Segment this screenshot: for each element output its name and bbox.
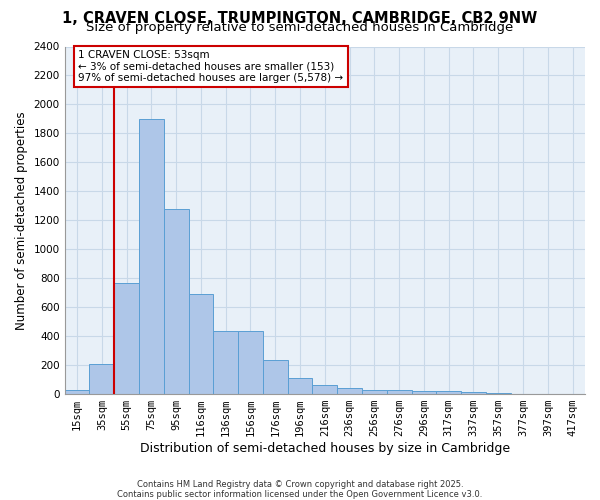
Bar bbox=[436, 392, 461, 394]
Bar bbox=[164, 208, 188, 394]
Text: 1, CRAVEN CLOSE, TRUMPINGTON, CAMBRIDGE, CB2 9NW: 1, CRAVEN CLOSE, TRUMPINGTON, CAMBRIDGE,… bbox=[62, 11, 538, 26]
Bar bbox=[188, 294, 214, 394]
Bar bbox=[89, 364, 114, 394]
Bar bbox=[412, 391, 436, 394]
Bar bbox=[214, 331, 238, 394]
Bar bbox=[263, 360, 287, 394]
Y-axis label: Number of semi-detached properties: Number of semi-detached properties bbox=[15, 111, 28, 330]
Text: 1 CRAVEN CLOSE: 53sqm
← 3% of semi-detached houses are smaller (153)
97% of semi: 1 CRAVEN CLOSE: 53sqm ← 3% of semi-detac… bbox=[78, 50, 343, 83]
Bar bbox=[362, 390, 387, 394]
Bar bbox=[238, 331, 263, 394]
Bar bbox=[337, 388, 362, 394]
Bar bbox=[486, 393, 511, 394]
Bar bbox=[139, 119, 164, 394]
Bar bbox=[65, 390, 89, 394]
Text: Contains HM Land Registry data © Crown copyright and database right 2025.
Contai: Contains HM Land Registry data © Crown c… bbox=[118, 480, 482, 499]
Bar bbox=[313, 386, 337, 394]
Bar bbox=[114, 282, 139, 394]
Bar bbox=[461, 392, 486, 394]
Bar bbox=[387, 390, 412, 394]
Bar bbox=[287, 378, 313, 394]
Text: Size of property relative to semi-detached houses in Cambridge: Size of property relative to semi-detach… bbox=[86, 21, 514, 34]
X-axis label: Distribution of semi-detached houses by size in Cambridge: Distribution of semi-detached houses by … bbox=[140, 442, 510, 455]
